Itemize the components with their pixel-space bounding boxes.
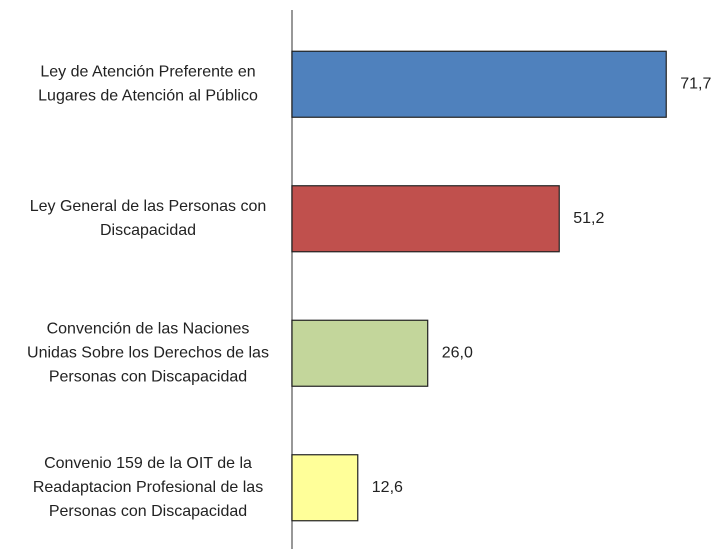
category-label: Discapacidad — [100, 222, 196, 239]
value-label: 26,0 — [442, 344, 473, 361]
value-label: 71,7 — [680, 75, 711, 92]
category-label: Personas con Discapacidad — [49, 503, 247, 520]
value-label: 12,6 — [372, 479, 403, 496]
category-label: Ley de Atención Preferente en — [40, 63, 255, 80]
category-label: Personas con Discapacidad — [49, 368, 247, 385]
bar — [291, 185, 560, 253]
bar — [291, 50, 667, 118]
category-label: Convención de las Naciones — [47, 320, 250, 337]
category-label: Readaptacion Profesional de las — [33, 479, 263, 496]
category-label: Lugares de Atención al Público — [38, 87, 258, 104]
category-label: Convenio 159 de la OIT de la — [44, 455, 252, 472]
category-label: Ley General de las Personas con — [30, 198, 267, 215]
bar — [291, 319, 429, 387]
bar — [291, 454, 359, 522]
value-label: 51,2 — [573, 210, 604, 227]
category-label: Unidas Sobre los Derechos de las — [27, 344, 269, 361]
